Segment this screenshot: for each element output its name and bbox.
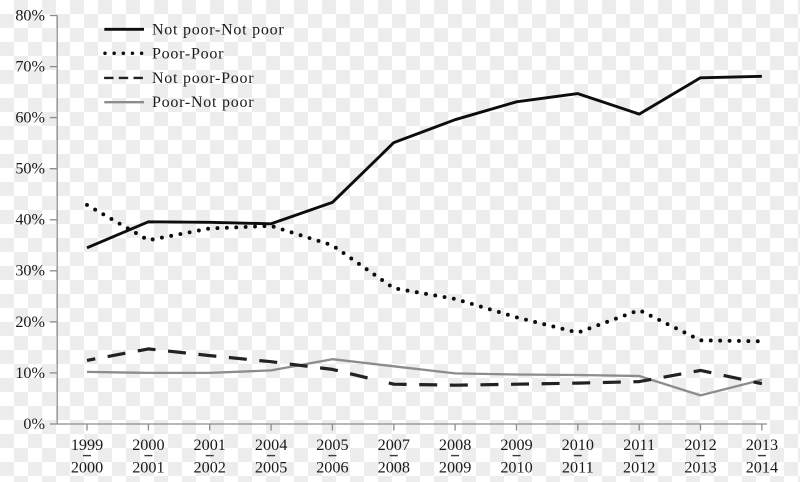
svg-text:2008: 2008 — [378, 458, 410, 476]
svg-text:Not poor-Not poor: Not poor-Not poor — [152, 21, 284, 38]
svg-text:2011: 2011 — [623, 436, 655, 454]
svg-text:2012: 2012 — [623, 458, 655, 476]
svg-text:Not poor-Poor: Not poor-Poor — [152, 70, 254, 87]
svg-text:2001: 2001 — [132, 458, 164, 476]
svg-text:60%: 60% — [15, 109, 45, 127]
svg-text:2010: 2010 — [562, 436, 594, 454]
svg-text:2014: 2014 — [746, 458, 778, 476]
svg-text:2005: 2005 — [316, 436, 348, 454]
svg-text:2012: 2012 — [684, 436, 716, 454]
svg-text:2000: 2000 — [132, 436, 164, 454]
svg-text:50%: 50% — [15, 160, 45, 178]
svg-text:Poor-Poor: Poor-Poor — [152, 46, 224, 63]
svg-text:2001: 2001 — [194, 436, 226, 454]
svg-text:30%: 30% — [15, 262, 45, 280]
svg-text:70%: 70% — [15, 58, 45, 76]
svg-text:2010: 2010 — [500, 458, 532, 476]
svg-text:2005: 2005 — [255, 458, 287, 476]
svg-text:2006: 2006 — [316, 458, 348, 476]
svg-text:40%: 40% — [15, 211, 45, 229]
svg-text:2009: 2009 — [439, 458, 471, 476]
svg-text:2007: 2007 — [378, 436, 410, 454]
svg-text:2011: 2011 — [562, 458, 594, 476]
svg-text:2004: 2004 — [255, 436, 287, 454]
svg-text:0%: 0% — [23, 415, 45, 433]
svg-text:80%: 80% — [15, 6, 45, 24]
svg-text:20%: 20% — [15, 313, 45, 331]
svg-text:2002: 2002 — [194, 458, 226, 476]
svg-text:10%: 10% — [15, 364, 45, 382]
svg-text:2008: 2008 — [439, 436, 471, 454]
svg-text:2000: 2000 — [71, 458, 103, 476]
svg-text:1999: 1999 — [71, 436, 103, 454]
svg-text:Poor-Not poor: Poor-Not poor — [152, 94, 254, 111]
svg-text:2013: 2013 — [684, 458, 716, 476]
svg-text:2009: 2009 — [500, 436, 532, 454]
svg-text:2013: 2013 — [746, 436, 778, 454]
